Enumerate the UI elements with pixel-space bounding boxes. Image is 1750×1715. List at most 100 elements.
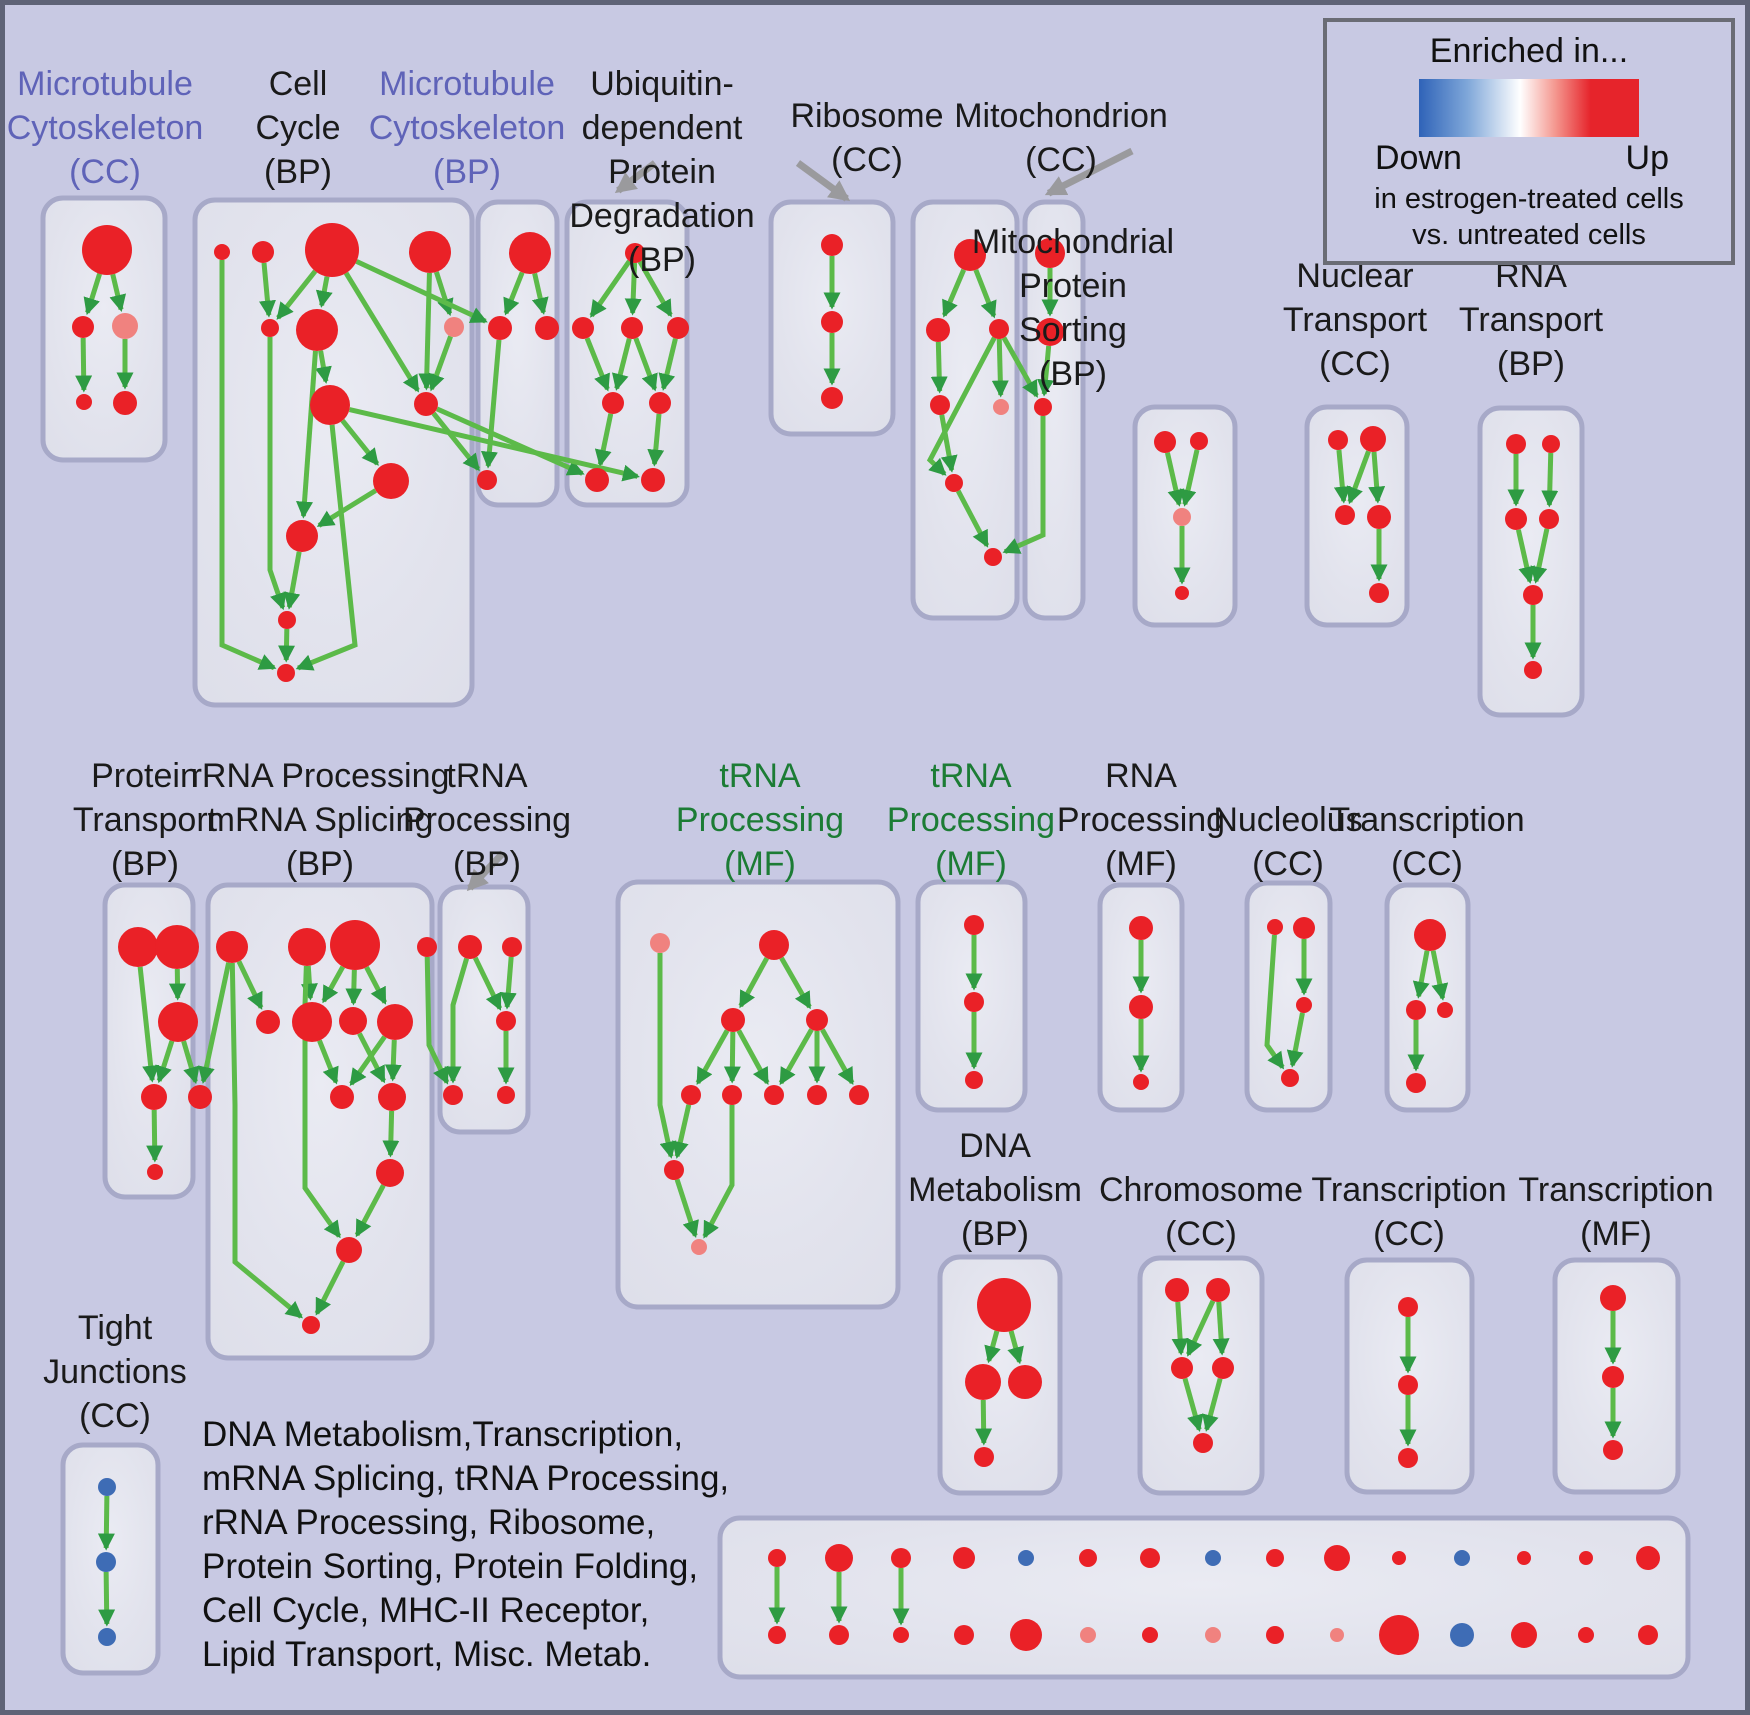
legend-down-label: Down — [1375, 139, 1462, 177]
gene-node-rna-transport-1 — [1542, 435, 1560, 453]
gene-node-misc-top-6 — [1140, 1548, 1160, 1568]
edge-arrow — [1179, 449, 1200, 507]
gene-node-rrna-11 — [336, 1237, 362, 1263]
network-figure-svg: Microtubule Cytoskeleton (CC) Cell Cycle (BP)… — [5, 5, 1745, 1710]
edge-arrow — [657, 953, 677, 1159]
cluster-box-nuclear-transport — [1304, 404, 1410, 628]
cluster-box-misc-matrix — [717, 1515, 1691, 1680]
cluster-label-rrna: rRNA Processing mRNA Splicing (BP) — [191, 757, 450, 883]
gene-node-trna-mf-1-6 — [764, 1085, 784, 1105]
edge-arrow — [723, 1031, 741, 1084]
edge-arrow — [930, 341, 948, 394]
cluster-label-trna-bp: tRNA Processing (BP) — [403, 757, 571, 883]
gene-node-rrna-3 — [417, 937, 437, 957]
gene-node-trna-mf-1-8 — [849, 1085, 869, 1105]
edge-arrow — [1186, 1299, 1216, 1357]
cluster-label-chromosome: Chromosome (CC) — [1099, 1171, 1303, 1253]
edge-arrow — [1037, 345, 1055, 397]
edge-arrow — [364, 966, 388, 1005]
edge-arrow — [738, 956, 769, 1009]
gene-node-rna-processing-mf-0 — [1129, 916, 1153, 940]
edge-arrow — [278, 628, 296, 663]
edge-arrow — [1164, 452, 1185, 507]
gene-node-transcription-cc-mid-1 — [1406, 1000, 1426, 1020]
gene-node-cell-cycle-4 — [261, 319, 279, 337]
gene-node-ubiquitin-5 — [649, 392, 671, 414]
gene-node-misc-top-2 — [891, 1548, 911, 1568]
gene-node-misc-top-10 — [1392, 1551, 1406, 1565]
edge-arrow — [340, 419, 380, 466]
gene-node-dna-metabolism-2 — [1008, 1365, 1042, 1399]
gene-node-trna-mf-1-4 — [681, 1085, 701, 1105]
gene-node-misc-top-7 — [1205, 1550, 1221, 1566]
gene-node-rrna-0 — [216, 931, 248, 963]
annotation-line: rRNA Processing, Ribosome, — [202, 1503, 656, 1542]
gene-node-misc-bottom-1 — [829, 1625, 849, 1645]
legend: Enriched in... Down Up in estrogen-treat… — [1323, 18, 1735, 265]
edge-arrow — [431, 411, 481, 472]
gene-node-transcription-mf-2 — [1603, 1440, 1623, 1460]
edge-arrow — [357, 1032, 387, 1084]
gene-node-protein-transport-2 — [158, 1002, 198, 1042]
cluster-label-rna-processing-mf: RNA Processing (MF) — [1057, 757, 1225, 883]
gene-node-rrna-5 — [292, 1002, 332, 1042]
edge-arrow — [109, 273, 127, 312]
gene-node-dna-metabolism-0 — [977, 1278, 1031, 1332]
cluster-label-tight-junctions: Tight Junctions (CC) — [43, 1309, 187, 1435]
edge-arrow — [941, 268, 967, 318]
gene-node-nuclear-transport-3 — [1367, 505, 1391, 529]
gene-node-trna-mf-1-9 — [664, 1160, 684, 1180]
gene-node-protein-transport-3 — [141, 1084, 167, 1110]
cluster-label-cell-cycle: Cell Cycle (BP) — [255, 65, 340, 191]
gene-node-ribosome-0 — [954, 239, 986, 271]
cluster-box-transcription-cc-mid — [1384, 882, 1471, 1113]
gene-node-chromosome-1 — [1206, 1278, 1230, 1302]
gene-node-misc-top-8 — [1266, 1549, 1284, 1567]
gene-node-chromosome-3 — [1212, 1357, 1234, 1379]
gene-node-misc-top-14 — [1636, 1546, 1660, 1570]
edge-arrow — [674, 1178, 699, 1239]
edge-arrow — [480, 339, 502, 469]
gene-node-transcription-mf-0 — [1600, 1285, 1626, 1311]
edge-arrow — [229, 962, 303, 1319]
edge-arrow — [354, 1184, 386, 1238]
gene-node-rrna-7 — [377, 1004, 413, 1040]
gene-node-rna-processing-mf-2 — [1133, 1074, 1149, 1090]
edge-arrow — [1202, 1377, 1223, 1432]
gene-node-trna-mf-1-0 — [650, 933, 670, 953]
gene-node-ribosome-1 — [926, 318, 950, 342]
cluster-box-mitochondrion — [1022, 199, 1086, 621]
legend-up-label: Up — [1625, 139, 1669, 177]
edge-arrow — [296, 350, 318, 519]
gene-node-rrna-1 — [288, 928, 326, 966]
gene-node-transcription-cc-bot-0 — [1398, 1297, 1418, 1317]
edge-arrow — [146, 1109, 164, 1163]
gene-node-misc-bottom-12 — [1511, 1622, 1537, 1648]
edge-arrow — [499, 956, 517, 1010]
edge-arrow — [259, 262, 276, 318]
edge-arrow — [155, 1040, 175, 1084]
gene-node-rna-processing-mf-1 — [1129, 995, 1153, 1019]
gene-node-trna-bp-4 — [497, 1086, 515, 1104]
gene-node-nucleolus-0 — [1267, 919, 1283, 935]
gene-node-transcription-mf-1 — [1602, 1366, 1624, 1388]
edge-arrow — [1212, 1301, 1230, 1356]
gene-node-protein-transport-1 — [155, 925, 199, 969]
edge-arrow — [1333, 449, 1351, 504]
edge-arrow — [779, 956, 812, 1010]
edge-arrow — [98, 1571, 116, 1627]
gene-node-rrna-6 — [339, 1007, 367, 1035]
gene-node-nuclear-transport-0 — [1328, 430, 1348, 450]
gene-node-mitochondrion-0 — [1035, 238, 1065, 268]
gene-node-trna-bp-1 — [502, 937, 522, 957]
gene-node-ubiquitin-3 — [667, 317, 689, 339]
edge-arrow — [348, 407, 640, 482]
gene-node-dna-metabolism-1 — [965, 1364, 1001, 1400]
gene-node-nuclear-transport-2 — [1335, 505, 1355, 525]
edge-arrow — [315, 350, 332, 384]
edge-arrow — [343, 271, 420, 393]
gene-node-microtubule-bp-0 — [509, 232, 551, 274]
gene-node-misc-bottom-6 — [1142, 1627, 1158, 1643]
edge-arrow — [382, 1110, 400, 1158]
